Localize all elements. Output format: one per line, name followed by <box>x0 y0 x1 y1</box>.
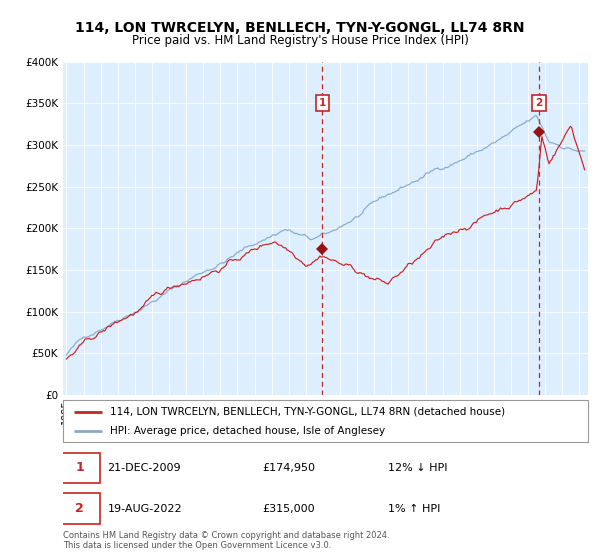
Text: 2: 2 <box>76 502 84 515</box>
Text: 12% ↓ HPI: 12% ↓ HPI <box>389 463 448 473</box>
Text: 114, LON TWRCELYN, BENLLECH, TYN-Y-GONGL, LL74 8RN: 114, LON TWRCELYN, BENLLECH, TYN-Y-GONGL… <box>75 21 525 35</box>
Text: Price paid vs. HM Land Registry's House Price Index (HPI): Price paid vs. HM Land Registry's House … <box>131 34 469 46</box>
Text: 1% ↑ HPI: 1% ↑ HPI <box>389 503 441 514</box>
Text: 1: 1 <box>319 98 326 108</box>
FancyBboxPatch shape <box>63 400 588 442</box>
Text: 2: 2 <box>535 98 542 108</box>
Text: Contains HM Land Registry data © Crown copyright and database right 2024.
This d: Contains HM Land Registry data © Crown c… <box>63 531 389 550</box>
Text: £315,000: £315,000 <box>263 503 315 514</box>
Text: 1: 1 <box>76 461 84 474</box>
FancyBboxPatch shape <box>61 452 100 483</box>
Text: 114, LON TWRCELYN, BENLLECH, TYN-Y-GONGL, LL74 8RN (detached house): 114, LON TWRCELYN, BENLLECH, TYN-Y-GONGL… <box>110 407 505 417</box>
Text: 19-AUG-2022: 19-AUG-2022 <box>107 503 182 514</box>
FancyBboxPatch shape <box>61 493 100 524</box>
Text: HPI: Average price, detached house, Isle of Anglesey: HPI: Average price, detached house, Isle… <box>110 426 385 436</box>
Text: £174,950: £174,950 <box>263 463 316 473</box>
Text: 21-DEC-2009: 21-DEC-2009 <box>107 463 181 473</box>
